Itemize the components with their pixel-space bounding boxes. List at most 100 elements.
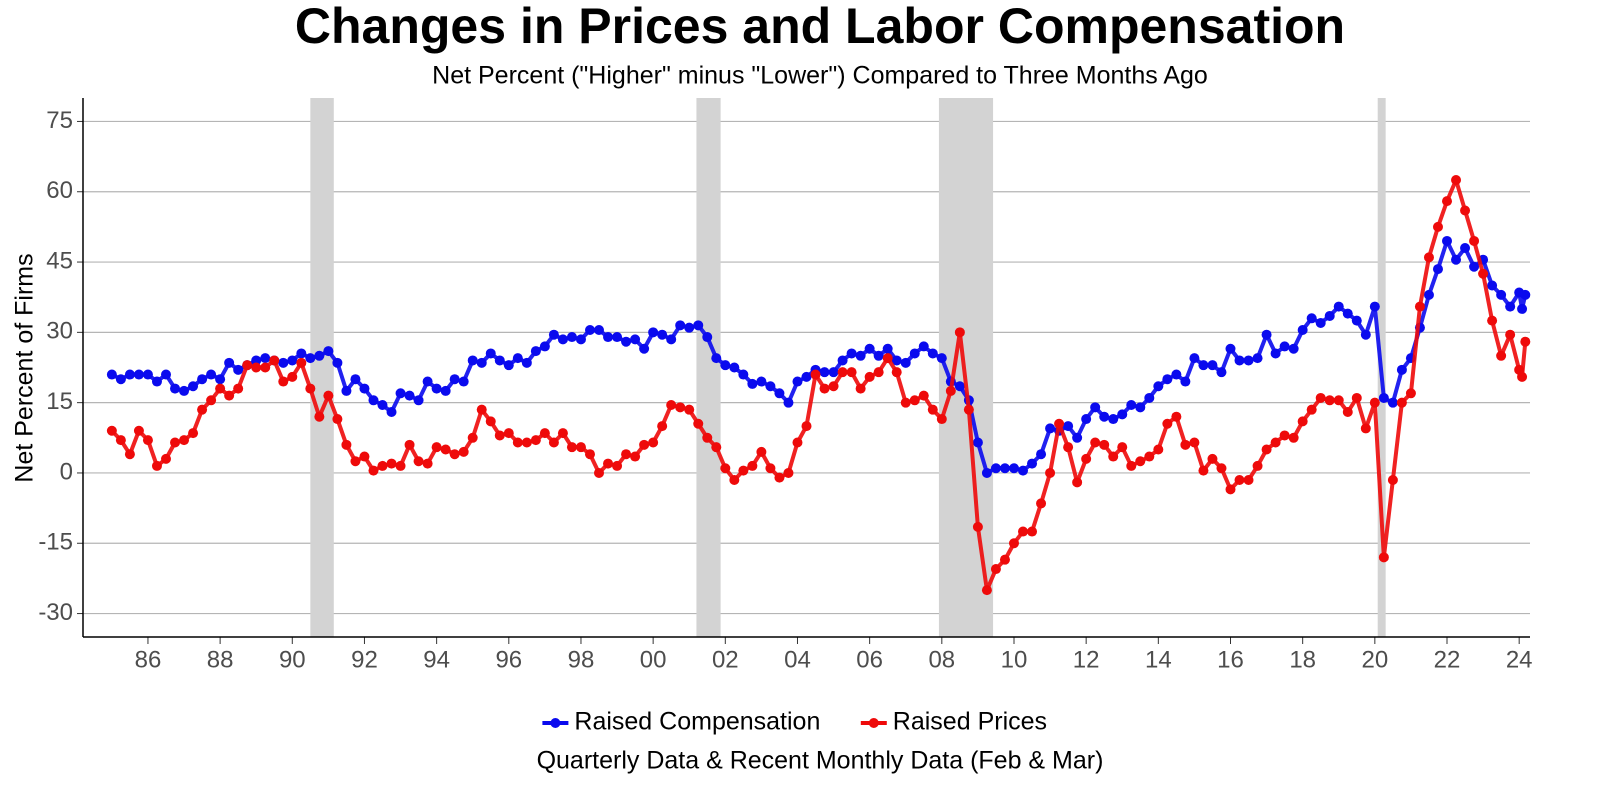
data-point	[1517, 371, 1528, 382]
data-point	[1008, 463, 1019, 474]
data-point	[1288, 343, 1299, 354]
data-point	[1432, 221, 1443, 232]
data-point	[440, 444, 451, 455]
data-point	[233, 383, 244, 394]
data-point	[269, 355, 280, 366]
data-point	[305, 383, 316, 394]
data-point	[1333, 395, 1344, 406]
data-point	[747, 460, 758, 471]
data-point	[981, 585, 992, 596]
data-point	[657, 421, 668, 432]
data-point	[1351, 315, 1362, 326]
data-point	[594, 325, 605, 336]
data-point	[124, 369, 135, 380]
legend-label: Raised Prices	[893, 708, 1047, 736]
x-tick-label: 22	[1434, 646, 1461, 673]
data-point	[548, 329, 559, 340]
data-point	[1396, 397, 1407, 408]
data-point	[170, 383, 181, 394]
data-point	[314, 411, 325, 422]
data-point	[584, 325, 595, 336]
data-point	[603, 458, 614, 469]
data-point	[603, 332, 614, 343]
data-point	[846, 348, 857, 359]
data-point	[233, 364, 244, 375]
data-point	[1198, 465, 1209, 476]
data-point	[873, 367, 884, 378]
data-point	[621, 449, 632, 460]
data-point	[1054, 418, 1065, 429]
data-point	[278, 376, 289, 387]
data-point	[1351, 392, 1362, 403]
data-point	[1171, 411, 1182, 422]
data-point	[359, 383, 370, 394]
data-point	[900, 357, 911, 368]
data-point	[1135, 456, 1146, 467]
data-point	[648, 327, 659, 338]
data-point	[675, 320, 686, 331]
data-point	[1405, 388, 1416, 399]
data-point	[1225, 343, 1236, 354]
data-point	[160, 369, 171, 380]
data-point	[106, 369, 117, 380]
x-tick-label: 90	[279, 646, 306, 673]
data-point	[296, 357, 307, 368]
data-point	[1387, 397, 1398, 408]
data-point	[575, 334, 586, 345]
data-point	[314, 350, 325, 361]
data-point	[666, 334, 677, 345]
data-point	[1297, 416, 1308, 427]
data-point	[278, 357, 289, 368]
data-point	[431, 383, 442, 394]
data-point	[1108, 451, 1119, 462]
data-point	[720, 463, 731, 474]
data-point	[648, 437, 659, 448]
data-point	[990, 564, 1001, 575]
data-point	[260, 353, 271, 364]
data-point	[891, 367, 902, 378]
data-point	[783, 397, 794, 408]
data-point	[566, 442, 577, 453]
data-point	[1396, 364, 1407, 375]
data-point	[485, 416, 496, 427]
data-point	[1469, 235, 1480, 246]
y-tick-label: 15	[46, 388, 73, 415]
data-point	[1081, 414, 1092, 425]
data-point	[467, 355, 478, 366]
data-point	[512, 353, 523, 364]
data-point	[873, 350, 884, 361]
data-point	[151, 376, 162, 387]
data-point	[1189, 437, 1200, 448]
y-tick-label: 30	[46, 318, 73, 345]
data-point	[575, 442, 586, 453]
data-point	[855, 383, 866, 394]
data-point	[224, 390, 235, 401]
data-point	[476, 357, 487, 368]
data-point	[1270, 348, 1281, 359]
data-point	[160, 453, 171, 464]
data-point	[1442, 235, 1453, 246]
data-point	[557, 334, 568, 345]
data-point	[124, 449, 135, 460]
data-point	[566, 332, 577, 343]
data-point	[503, 360, 514, 371]
data-point	[539, 428, 550, 439]
data-point	[774, 388, 785, 399]
data-point	[115, 374, 126, 385]
data-point	[224, 357, 235, 368]
data-point	[548, 437, 559, 448]
data-point	[530, 346, 541, 357]
data-point	[756, 376, 767, 387]
data-point	[377, 460, 388, 471]
data-point	[1333, 301, 1344, 312]
data-point	[1315, 317, 1326, 328]
data-point	[747, 378, 758, 389]
data-point	[188, 428, 199, 439]
data-point	[1369, 301, 1380, 312]
x-tick-label: 02	[712, 646, 739, 673]
data-point	[999, 554, 1010, 565]
y-tick-label: 60	[46, 177, 73, 204]
data-point	[765, 463, 776, 474]
data-point	[702, 332, 713, 343]
data-point	[260, 362, 271, 373]
